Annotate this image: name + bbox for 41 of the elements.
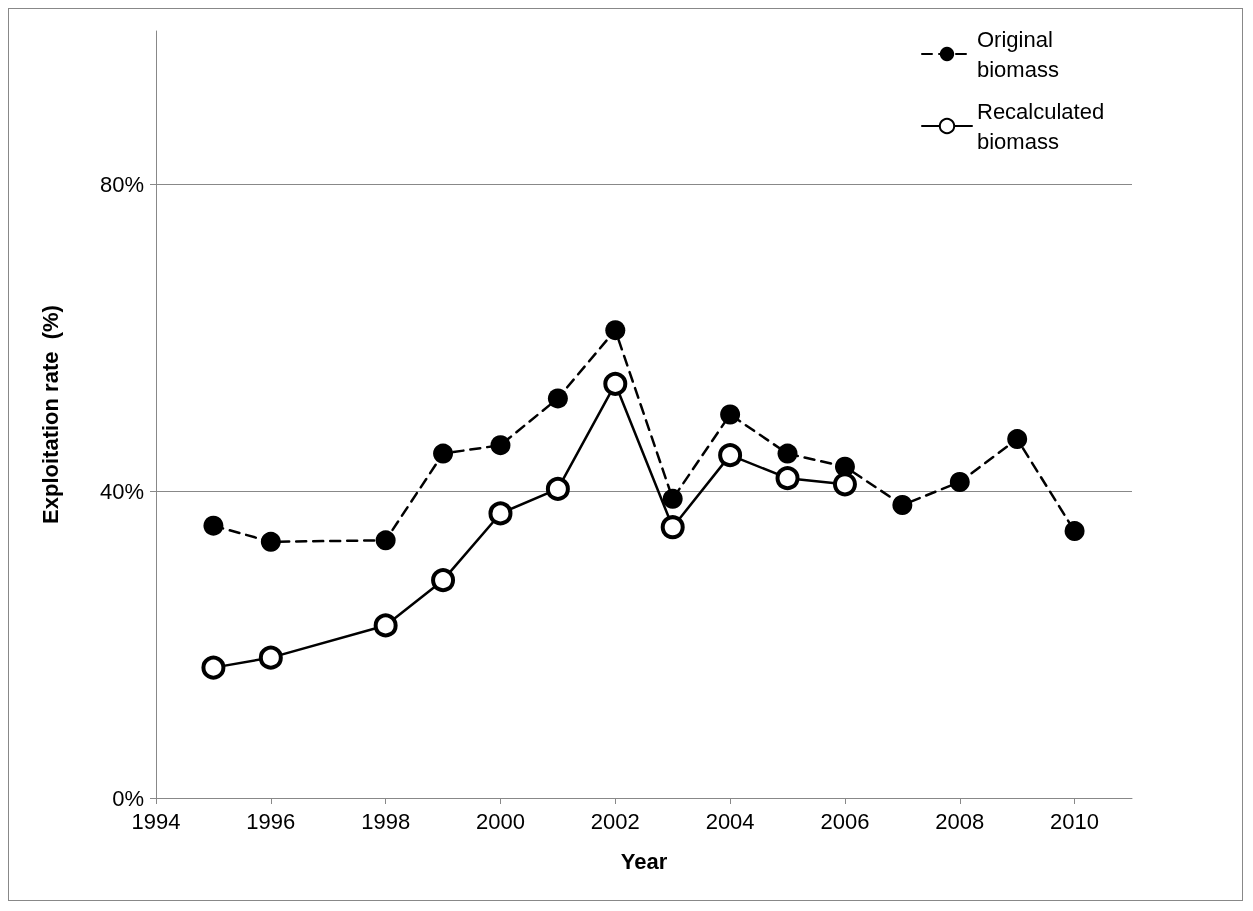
point bbox=[720, 404, 741, 425]
point bbox=[603, 371, 628, 396]
point bbox=[892, 495, 913, 515]
point bbox=[433, 443, 454, 464]
y-tick-label: 80% bbox=[99, 171, 144, 197]
point bbox=[775, 466, 800, 491]
point bbox=[203, 515, 224, 536]
x-tick-label: 2008 bbox=[935, 808, 985, 834]
point bbox=[662, 488, 683, 509]
point bbox=[718, 443, 743, 468]
point bbox=[490, 435, 511, 456]
point bbox=[832, 472, 857, 497]
legend-label: Original biomass bbox=[977, 26, 1059, 82]
point bbox=[258, 645, 283, 670]
x-tick-label: 1996 bbox=[246, 808, 296, 834]
point bbox=[431, 568, 456, 593]
x-tick-label: 1998 bbox=[361, 808, 411, 834]
point bbox=[777, 443, 798, 464]
point bbox=[260, 531, 281, 552]
point bbox=[373, 613, 398, 638]
y-tick-label: 40% bbox=[99, 478, 144, 504]
point bbox=[660, 515, 685, 540]
point bbox=[201, 655, 226, 680]
x-tick-label: 2006 bbox=[820, 808, 870, 834]
y-axis-title: Exploitation rate (%) bbox=[37, 305, 63, 524]
point bbox=[545, 476, 570, 501]
x-tick-label: 2004 bbox=[705, 808, 755, 834]
point bbox=[547, 388, 568, 409]
point bbox=[949, 472, 970, 492]
x-axis-title: Year bbox=[620, 848, 668, 874]
point bbox=[488, 501, 513, 526]
legend-label: Recalculated biomass bbox=[977, 98, 1111, 154]
x-tick-label: 2010 bbox=[1050, 808, 1100, 834]
x-tick-label: 1994 bbox=[131, 808, 181, 834]
point bbox=[1064, 521, 1085, 542]
x-tick-label: 2002 bbox=[590, 808, 640, 834]
point bbox=[375, 530, 396, 551]
point bbox=[1007, 429, 1028, 450]
point bbox=[605, 320, 626, 341]
y-tick-label: 0% bbox=[112, 785, 144, 811]
x-tick-label: 2000 bbox=[475, 808, 525, 834]
